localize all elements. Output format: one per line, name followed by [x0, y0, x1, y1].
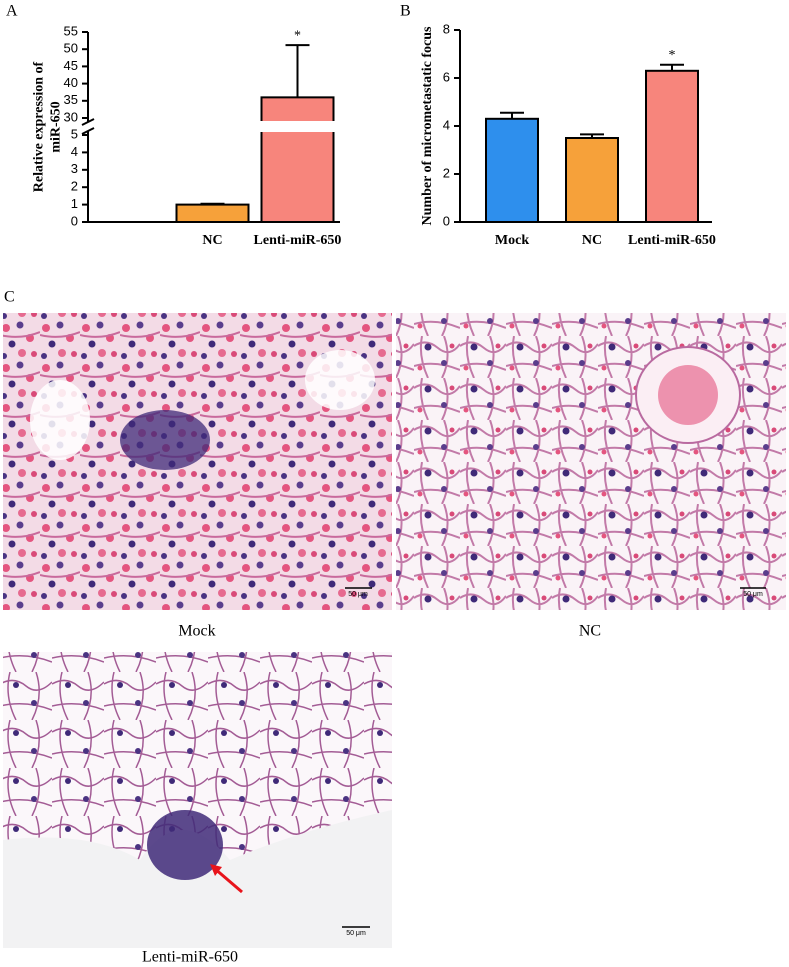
- y-tick-label: 30: [64, 109, 78, 124]
- arrow-head: [210, 864, 222, 876]
- x-tick-label: Mock: [495, 233, 529, 248]
- scale-bar-label: 50 μm: [346, 930, 366, 937]
- y-tick-label: 50: [64, 41, 78, 56]
- bar: [175, 203, 250, 224]
- background: [3, 810, 392, 948]
- micrograph: [396, 313, 786, 610]
- y-tick-label: 1: [71, 196, 78, 211]
- panel-c: C 50 μm Mock 50 μm NC 50 μm Lenti-miR-65…: [3, 289, 786, 966]
- y-tick-label: 2: [443, 165, 450, 180]
- image-caption: NC: [579, 623, 601, 640]
- axis-break: [81, 118, 95, 126]
- y-tick-label: 40: [64, 75, 78, 90]
- y-tick-label: 0: [71, 213, 78, 228]
- y-tick-label: 3: [71, 161, 78, 176]
- y-tick-label: 45: [64, 58, 78, 73]
- alveolar-space: [30, 380, 90, 460]
- tissue-cluster: [120, 410, 210, 470]
- y-tick-label: 55: [64, 23, 78, 38]
- scale-bar-label: 50 μm: [348, 591, 368, 598]
- significance: *: [294, 28, 301, 43]
- arrow: [213, 866, 243, 894]
- x-tick-label: NC: [202, 233, 222, 248]
- bar: [260, 96, 335, 223]
- image-caption: Mock: [178, 623, 215, 640]
- x-tick-label: NC: [582, 233, 602, 248]
- significance: *: [669, 48, 676, 63]
- bar: [565, 137, 619, 223]
- y-axis-label: Relative expression of: [32, 61, 47, 192]
- panel-label: B: [400, 3, 411, 20]
- y-axis-label: Number of micrometastatic focus: [420, 26, 435, 225]
- y-tick-label: 4: [71, 144, 78, 159]
- y-tick-label: 8: [443, 21, 450, 36]
- axis-break: [81, 127, 95, 135]
- y-tick-label: 4: [443, 117, 450, 132]
- panel-label: A: [6, 3, 18, 20]
- bar-break: [259, 121, 336, 132]
- panel-label: C: [4, 289, 15, 306]
- scale-bar-label: 50 μm: [743, 591, 763, 598]
- x-tick-label: Lenti-miR-650: [254, 233, 342, 248]
- y-tick-label: 2: [71, 179, 78, 194]
- metastatic-focus: [147, 810, 223, 880]
- blood-cells: [658, 365, 718, 425]
- y-axis-label: miR-650: [49, 101, 64, 152]
- y-tick-label: 0: [443, 213, 450, 228]
- y-tick-label: 6: [443, 69, 450, 84]
- bar: [485, 117, 539, 223]
- image-caption: Lenti-miR-650: [142, 949, 238, 966]
- alveolar-space: [305, 350, 375, 410]
- bar: [645, 69, 699, 223]
- y-tick-label: 5: [71, 126, 78, 141]
- y-tick-label: 35: [64, 92, 78, 107]
- x-tick-label: Lenti-miR-650: [628, 233, 716, 248]
